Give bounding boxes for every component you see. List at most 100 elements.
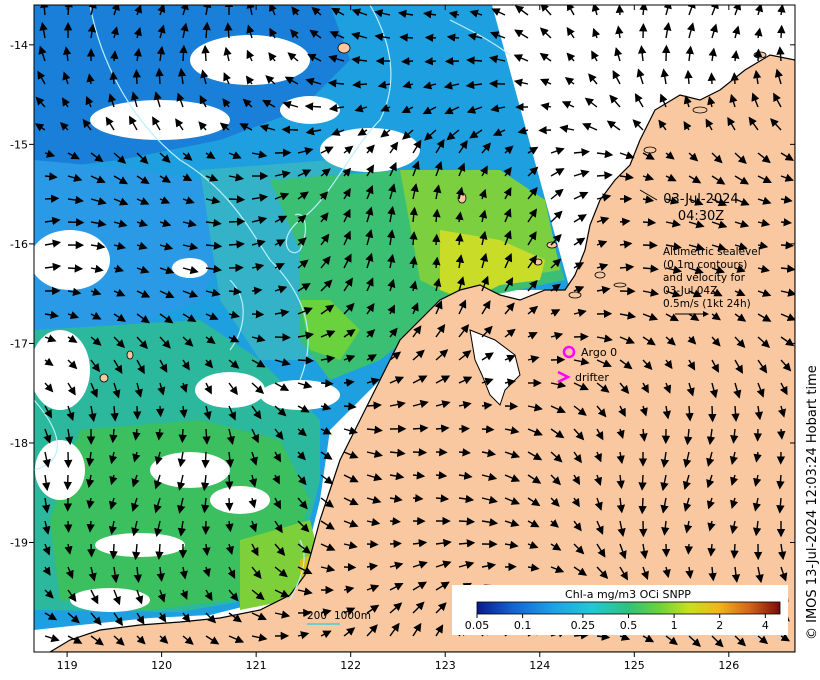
velocity-arrow — [113, 219, 128, 228]
velocity-arrow — [159, 196, 171, 204]
velocity-arrow — [177, 497, 186, 514]
velocity-arrow — [228, 217, 246, 226]
x-tick-label: 120 — [151, 659, 172, 672]
velocity-arrow — [200, 69, 209, 85]
velocity-arrow — [113, 175, 129, 185]
velocity-arrow — [251, 216, 268, 225]
velocity-arrow — [504, 378, 516, 387]
velocity-arrow — [734, 359, 743, 374]
bathy-200-label: 200 — [307, 610, 327, 622]
velocity-arrow — [136, 336, 148, 350]
velocity-arrow — [412, 448, 428, 457]
velocity-arrow — [596, 240, 608, 249]
velocity-arrow — [550, 258, 562, 269]
velocity-arrow — [412, 494, 424, 503]
velocity-arrow — [366, 624, 378, 637]
velocity-arrow — [380, 129, 391, 138]
velocity-arrow — [596, 334, 613, 343]
velocity-arrow — [619, 311, 637, 320]
velocity-arrow — [550, 309, 561, 317]
velocity-arrow — [401, 105, 414, 114]
velocity-arrow — [291, 6, 300, 16]
velocity-arrow — [412, 325, 422, 338]
velocity-arrow — [205, 241, 223, 250]
velocity-arrow — [615, 5, 625, 16]
velocity-arrow — [773, 92, 782, 108]
velocity-arrow — [182, 336, 194, 347]
velocity-arrow — [573, 566, 588, 576]
velocity-arrow — [251, 286, 263, 295]
velocity-arrow — [455, 186, 465, 200]
velocity-arrow — [136, 197, 150, 205]
velocity-arrow — [343, 277, 353, 292]
velocity-arrow — [274, 308, 290, 318]
velocity-arrow — [366, 329, 376, 338]
velocity-arrow — [504, 540, 519, 550]
velocity-arrow — [688, 197, 704, 206]
velocity-arrow — [42, 520, 51, 535]
velocity-arrow — [365, 229, 374, 246]
velocity-arrow — [539, 52, 552, 62]
velocity-arrow — [729, 93, 738, 108]
velocity-arrow — [136, 635, 146, 645]
y-tick-label: -17 — [10, 337, 28, 350]
velocity-arrow — [424, 57, 437, 66]
velocity-arrow — [734, 152, 747, 165]
velocity-arrow — [268, 52, 277, 62]
velocity-arrow — [108, 497, 118, 510]
velocity-arrow — [67, 589, 77, 602]
velocity-arrow — [642, 288, 660, 297]
velocity-arrow — [329, 31, 345, 39]
velocity-arrow — [410, 302, 419, 315]
velocity-arrow — [683, 95, 692, 108]
velocity-arrow — [274, 239, 286, 248]
velocity-arrow — [458, 299, 467, 315]
velocity-arrow — [688, 175, 702, 184]
velocity-arrow — [527, 563, 540, 572]
velocity-arrow — [202, 543, 211, 556]
velocity-arrow — [619, 566, 629, 581]
velocity-arrow — [572, 474, 581, 486]
velocity-arrow — [248, 497, 257, 509]
velocity-arrow — [561, 101, 575, 109]
colorbar-tick-label: 4 — [762, 619, 769, 632]
datetime-date: 03-Jul-2024 — [663, 192, 738, 207]
velocity-arrow — [457, 162, 466, 177]
velocity-arrow — [432, 233, 441, 246]
velocity-arrow — [706, 428, 716, 446]
velocity-arrow — [366, 473, 383, 482]
velocity-arrow — [44, 172, 58, 181]
velocity-arrow — [684, 428, 693, 446]
velocity-arrow — [659, 93, 668, 108]
velocity-arrow — [86, 73, 95, 85]
velocity-arrow — [67, 612, 80, 624]
velocity-arrow — [343, 585, 355, 594]
velocity-arrow — [573, 428, 585, 441]
velocity-arrow — [550, 428, 565, 439]
velocity-arrow — [109, 428, 118, 444]
velocity-arrow — [573, 520, 582, 532]
velocity-arrow — [688, 289, 702, 298]
velocity-arrow — [113, 288, 126, 297]
colorbar-tick-label: 1 — [671, 619, 678, 632]
velocity-arrow — [182, 152, 193, 161]
velocity-arrow — [249, 474, 258, 488]
velocity-arrow — [42, 451, 51, 468]
velocity-arrow — [343, 519, 359, 528]
velocity-arrow — [435, 538, 452, 548]
velocity-arrow — [757, 313, 772, 322]
velocity-arrow — [136, 152, 149, 165]
velocity-arrow — [754, 27, 763, 39]
velocity-arrow — [159, 219, 172, 228]
velocity-arrow — [284, 76, 299, 85]
velocity-arrow — [777, 24, 786, 39]
velocity-arrow — [458, 400, 472, 410]
velocity-arrow — [550, 283, 561, 293]
velocity-arrow — [504, 277, 514, 292]
velocity-arrow — [86, 497, 95, 510]
velocity-arrow — [410, 183, 419, 200]
velocity-arrow — [550, 331, 564, 340]
velocity-arrow — [297, 520, 310, 533]
velocity-arrow — [273, 497, 281, 510]
velocity-arrow — [389, 161, 397, 177]
